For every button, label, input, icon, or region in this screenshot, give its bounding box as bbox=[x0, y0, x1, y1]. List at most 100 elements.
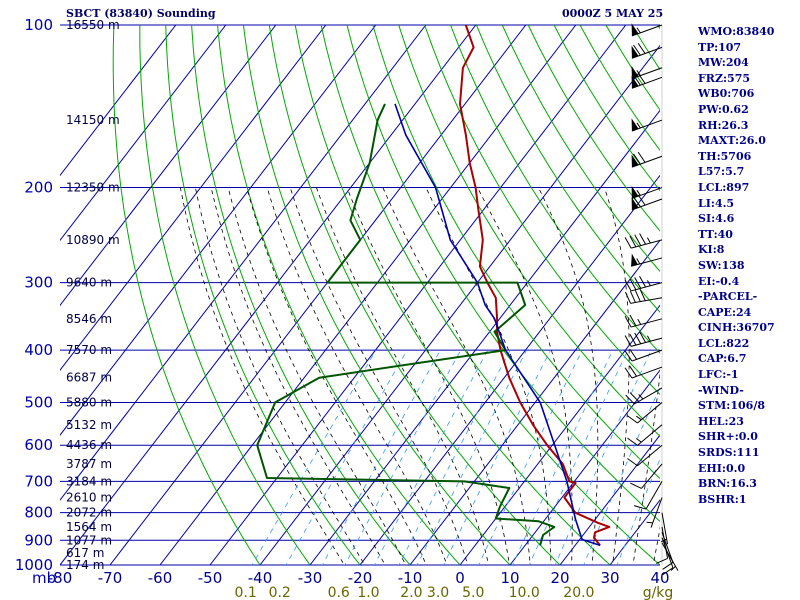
isotherm-line bbox=[60, 25, 427, 501]
wind-barb-flag bbox=[631, 197, 639, 210]
isotherm-line bbox=[60, 25, 227, 242]
wind-barb-feather bbox=[633, 505, 647, 510]
index-item: SRDS:111 bbox=[698, 446, 760, 460]
wind-barb-feather bbox=[629, 348, 638, 360]
wind-barb-staff bbox=[661, 512, 669, 545]
wind-barb bbox=[631, 118, 663, 132]
isotherm-grid bbox=[60, 25, 660, 565]
mixing-ratio-tick-label: 10.0 bbox=[509, 585, 540, 600]
temperature-tick-label: 0 bbox=[455, 569, 465, 587]
wind-barb-half-feather bbox=[646, 237, 651, 244]
wind-barb-feather bbox=[629, 290, 636, 303]
mixing-ratio-tick-label: 2.0 bbox=[400, 585, 422, 600]
height-label: 7570 m bbox=[66, 343, 112, 357]
dry-adiabat bbox=[294, 25, 611, 565]
index-item: LFC:-1 bbox=[698, 368, 739, 382]
moist-adiabat bbox=[195, 187, 366, 565]
height-label: 2072 m bbox=[66, 506, 112, 520]
wind-barb-staff bbox=[631, 76, 663, 89]
pressure-unit-label: mb bbox=[32, 569, 56, 587]
wind-barb-staff bbox=[637, 424, 663, 446]
index-item: KI:8 bbox=[698, 243, 725, 257]
wind-barb-feather bbox=[637, 194, 646, 206]
wind-barb-feather bbox=[633, 153, 641, 165]
pressure-tick-label: 100 bbox=[24, 16, 53, 34]
moist-adiabat bbox=[180, 187, 345, 565]
wind-barb-half-feather bbox=[636, 438, 642, 443]
mixing-ratio-tick-label: 0.6 bbox=[328, 585, 350, 600]
wind-barb bbox=[631, 194, 663, 211]
mixing-ratio-tick-label: 5.0 bbox=[462, 585, 484, 600]
wind-barb-flag bbox=[631, 253, 638, 267]
dry-adiabat bbox=[320, 25, 660, 565]
height-label: 12350 m bbox=[66, 181, 120, 195]
mixing-ratio-tick-label: 1.0 bbox=[357, 585, 379, 600]
height-label: 14150 m bbox=[66, 113, 120, 127]
wind-barb bbox=[631, 151, 663, 168]
moist-adiabat bbox=[477, 187, 573, 565]
wind-barb-flag bbox=[631, 45, 639, 59]
wind-barb-feather bbox=[627, 415, 638, 424]
mixing-ratio-line bbox=[285, 349, 408, 565]
wind-barb-feather bbox=[629, 365, 638, 377]
mixing-ratio-line bbox=[398, 349, 511, 565]
wind-barb bbox=[624, 331, 663, 347]
wind-barb-feather bbox=[627, 437, 638, 446]
mixing-ratio-tick-label: 20.0 bbox=[563, 585, 594, 600]
index-item: EHI:0.0 bbox=[698, 461, 746, 475]
index-item: TH:5706 bbox=[698, 149, 752, 163]
pressure-tick-label: 500 bbox=[24, 393, 53, 411]
mixing-ratio-line bbox=[528, 349, 629, 565]
wind-barb bbox=[627, 402, 663, 424]
pressure-tick-label: 900 bbox=[24, 531, 53, 549]
wind-barb-half-feather bbox=[636, 70, 641, 76]
wind-barb-feather bbox=[639, 331, 647, 343]
wind-barb-staff bbox=[637, 402, 663, 424]
height-label: 617 m bbox=[66, 546, 104, 560]
wind-barb bbox=[633, 481, 663, 510]
wind-barb-half-feather bbox=[636, 190, 641, 196]
dry-adiabat bbox=[191, 25, 411, 565]
wind-barb-feather bbox=[624, 237, 632, 249]
isotherm-line bbox=[60, 25, 277, 307]
wind-barb-feather bbox=[630, 482, 642, 489]
index-item: SI:4.6 bbox=[698, 212, 735, 226]
mixing-ratio-line bbox=[251, 349, 377, 565]
temperature-tick-label: -70 bbox=[98, 569, 123, 587]
wind-barb-staff bbox=[630, 297, 663, 304]
isotherm-line bbox=[109, 25, 527, 565]
wind-barb-staff bbox=[630, 337, 663, 347]
wind-barb bbox=[624, 348, 663, 362]
wind-barb-staff bbox=[661, 542, 679, 571]
wind-barb-feather bbox=[629, 278, 637, 290]
wind-barb-staff bbox=[631, 198, 663, 211]
dry-adiabat bbox=[398, 25, 660, 437]
wind-barb bbox=[624, 275, 663, 292]
dewpoint-trace bbox=[256, 103, 556, 546]
temperature-tick-label: -80 bbox=[48, 569, 73, 587]
wind-barb bbox=[631, 66, 663, 80]
wind-barb bbox=[656, 526, 669, 564]
wind-barb-half-feather bbox=[636, 122, 641, 129]
index-item: TP:107 bbox=[698, 40, 742, 54]
wind-barb-half-feather bbox=[646, 521, 653, 524]
height-label: 4436 m bbox=[66, 438, 112, 452]
temperature-tick-label: 30 bbox=[600, 569, 619, 587]
wind-barb bbox=[625, 387, 663, 405]
wind-barb-half-feather bbox=[637, 318, 642, 325]
index-item: WB0:706 bbox=[698, 87, 755, 101]
wind-barb-feather bbox=[634, 332, 642, 345]
isotherm-line bbox=[259, 44, 660, 565]
wind-barb-flag bbox=[631, 154, 639, 168]
index-item: -WIND- bbox=[698, 383, 744, 397]
dry-adiabat bbox=[475, 25, 660, 313]
dry-adiabat bbox=[268, 25, 561, 565]
index-item: HEL:23 bbox=[698, 414, 744, 428]
wind-barb-half-feather bbox=[638, 394, 644, 400]
dry-adiabat bbox=[112, 25, 261, 565]
temperature-tick-label: -10 bbox=[398, 569, 423, 587]
pressure-tick-label: 1000 bbox=[15, 556, 53, 574]
isotherm-line bbox=[60, 25, 327, 372]
moist-adiabat bbox=[382, 187, 531, 565]
moist-adiabat bbox=[227, 187, 407, 565]
